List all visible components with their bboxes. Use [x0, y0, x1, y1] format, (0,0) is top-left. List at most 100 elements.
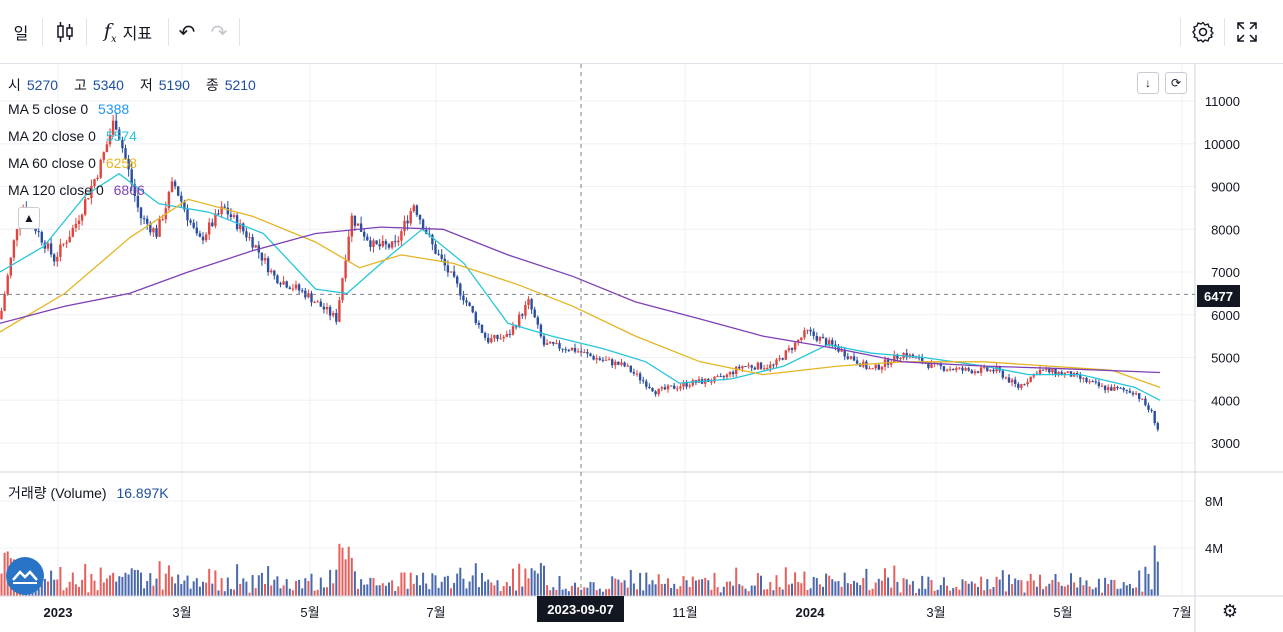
candle-body — [735, 366, 738, 375]
candle-body — [459, 283, 462, 296]
volume-bar — [760, 575, 762, 596]
ma120-legend[interactable]: MA 120 close 0 6806 — [8, 182, 145, 198]
volume-bar — [657, 574, 660, 596]
candle-body — [198, 233, 202, 237]
volume-bar — [756, 573, 759, 596]
candle-body — [239, 223, 242, 230]
candle-body — [787, 348, 791, 351]
ma5-legend[interactable]: MA 5 close 0 5388 — [8, 101, 129, 117]
volume-bar — [74, 584, 77, 596]
price-tick-label: 8000 — [1211, 222, 1240, 237]
volume-bar — [180, 584, 183, 596]
axis-settings-gear-icon[interactable]: ⚙ — [1221, 600, 1239, 621]
volume-bar — [1032, 580, 1035, 596]
volume-bar — [716, 587, 719, 596]
ohlc-legend: 시 5270 고 5340 저 5190 종 5210 — [8, 75, 268, 95]
volume-bar — [735, 567, 738, 596]
candle-body — [142, 218, 146, 220]
redo-icon[interactable]: ↷ — [210, 21, 228, 44]
candle-body — [961, 367, 964, 371]
price-chart[interactable]: 11000 10000 9000 8000 7000 6000 5000 4000 3000 20… — [0, 64, 1283, 632]
volume-bar — [769, 581, 772, 596]
volume-bar — [133, 569, 136, 596]
time-tick-label: 2024 — [796, 605, 826, 620]
volume-bar — [198, 586, 201, 596]
candle-body — [474, 312, 477, 323]
ma5-value: 5388 — [98, 101, 130, 117]
candle-body — [561, 348, 564, 350]
candle-body — [663, 387, 667, 390]
candlestick-icon[interactable] — [50, 17, 80, 47]
volume-bar — [853, 580, 855, 596]
collapse-legend-button[interactable]: ▲ — [18, 207, 40, 229]
volume-bar — [53, 579, 56, 596]
ma-line — [0, 198, 1161, 389]
candle-body — [136, 195, 140, 208]
volume-bar — [1147, 573, 1150, 596]
volume-bar — [629, 569, 632, 596]
candle-body — [967, 368, 970, 371]
candle-body — [270, 270, 273, 273]
volume-bar — [307, 580, 310, 596]
volume-bar — [298, 579, 301, 596]
reset-scale-button[interactable]: ⟳ — [1165, 72, 1187, 94]
candle-body — [1122, 388, 1125, 390]
candle-body — [412, 205, 415, 212]
candle-body — [1001, 370, 1004, 378]
candle-body — [322, 306, 326, 310]
volume-bar — [357, 588, 359, 596]
candle-body — [626, 365, 629, 367]
volume-bar — [1017, 580, 1020, 596]
price-tick-label: 3000 — [1211, 436, 1240, 451]
candle-body — [56, 256, 59, 262]
volume-bar — [1156, 561, 1159, 596]
candle-body — [797, 339, 800, 343]
candle-body — [654, 391, 657, 395]
tradingview-logo-icon[interactable] — [6, 557, 44, 595]
candle-body — [1063, 372, 1066, 375]
candle-body — [366, 236, 369, 241]
volume-bar — [738, 584, 741, 596]
scroll-down-button[interactable]: ↓ — [1137, 72, 1159, 94]
ma20-legend[interactable]: MA 20 close 0 5574 — [8, 128, 137, 144]
candle-body — [1054, 368, 1057, 376]
volume-bar — [924, 588, 927, 596]
volume-bar — [363, 584, 366, 596]
candle-body — [1150, 409, 1153, 411]
time-tick-label: 5월 — [1053, 605, 1072, 620]
settings-gear-icon[interactable] — [1189, 17, 1217, 47]
volume-legend[interactable]: 거래량 (Volume) 16.897K — [8, 483, 169, 503]
undo-icon[interactable]: ↶ — [178, 21, 196, 44]
candle-body — [251, 237, 254, 248]
candle-body — [871, 368, 874, 370]
indicators-button[interactable]: fx 지표 — [96, 17, 160, 47]
toolbar-divider — [239, 18, 240, 46]
volume-bar — [1054, 573, 1057, 596]
candle-body — [731, 371, 735, 375]
volume-bar — [871, 588, 874, 596]
volume-bar — [1122, 582, 1125, 596]
candle-body — [995, 366, 998, 372]
candle-body — [1023, 384, 1026, 386]
volume-bar — [1079, 577, 1082, 596]
volume-bar — [360, 579, 363, 596]
time-tick-label: 11월 — [672, 605, 697, 620]
candle-body — [741, 366, 744, 369]
volume-bar — [260, 572, 263, 596]
candle-body — [276, 275, 279, 284]
ma60-legend[interactable]: MA 60 close 0 6258 — [8, 155, 137, 171]
candle-body — [118, 129, 121, 140]
volume-bar — [499, 591, 502, 596]
fullscreen-icon[interactable] — [1233, 17, 1261, 47]
candle-body — [840, 349, 843, 352]
interval-button[interactable]: 일 — [13, 26, 29, 43]
volume-bar — [570, 585, 573, 596]
volume-bar — [233, 589, 235, 596]
volume-bar — [105, 578, 108, 596]
candle-body — [1144, 398, 1147, 406]
volume-bar — [902, 578, 905, 596]
ma60-label: MA 60 close 0 — [8, 155, 96, 171]
volume-bar — [921, 575, 924, 596]
candle-body — [645, 381, 648, 387]
candle-body — [896, 354, 899, 359]
